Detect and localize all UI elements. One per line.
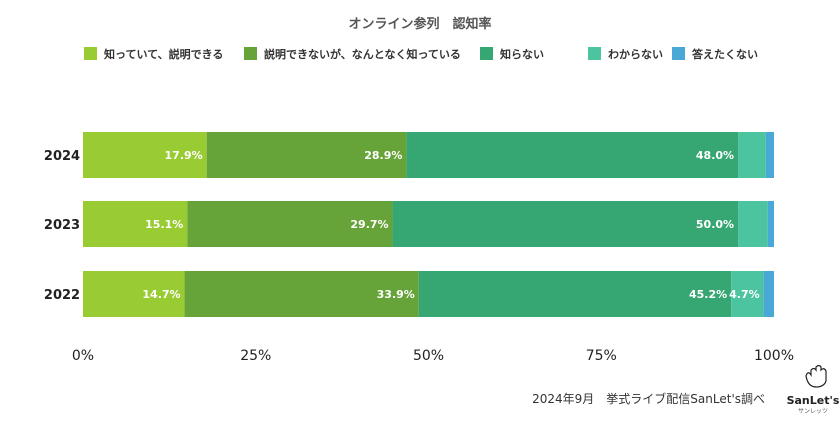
data-label: 28.9% [364,149,402,162]
bar-segment [418,271,732,317]
legend-swatch [244,47,257,60]
bar-segment [765,132,774,178]
data-label: 50.0% [696,218,734,231]
x-axis-ticks: 0% 25% 50% 75% 100% [72,348,794,364]
legend-swatch [672,47,685,60]
year-label: 2023 [44,218,80,233]
year-label: 2024 [44,149,80,164]
data-label: 29.7% [350,218,388,231]
bar-segment [187,201,393,247]
bars: 2024 17.9% 28.9% 48.0% 2023 15.1% 29.7% 50.0% 20… [44,132,774,317]
bar-segment [83,201,188,247]
year-label: 2022 [44,288,80,303]
bar-segment [184,271,419,317]
source-note: 2024年9月 挙式ライブ配信SanLet's調べ [532,391,765,406]
x-tick-label: 100% [754,348,794,364]
bar-segment [731,271,764,317]
data-label: 48.0% [696,149,734,162]
data-label: 14.7% [142,288,180,301]
bar-segment [738,201,768,247]
legend-label: 知らない [499,47,544,61]
bar-segment [406,132,739,178]
logo-subtext: サンレッツ [798,408,828,415]
bar-segment [206,132,407,178]
x-tick-label: 0% [72,348,94,364]
data-label: 17.9% [165,149,203,162]
bar-segment [392,201,739,247]
bar-segment [83,132,207,178]
x-tick-label: 50% [413,348,444,364]
logo: SanLet's サンレッツ [787,364,840,415]
legend-swatch [588,47,601,60]
data-label: 45.2% [689,288,727,301]
x-tick-label: 25% [240,348,271,364]
bar-segment [763,271,774,317]
bar-segment [83,271,185,317]
legend-swatch [84,47,97,60]
legend-label: 知っていて、説明できる [103,47,223,61]
bar-segment [767,201,774,247]
data-label: 15.1% [145,218,183,231]
legend-label: 答えたくない [692,47,758,61]
bar-segment [738,132,766,178]
x-tick-label: 75% [586,348,617,364]
legend-label: 説明できないが、なんとなく知っている [264,47,461,61]
hand-icon [805,364,827,388]
legend: 知っていて、説明できる 説明できないが、なんとなく知っている 知らない わからない 答え… [84,47,758,61]
legend-label: わからない [608,48,663,61]
chart-title: オンライン参列 認知率 [348,16,491,32]
logo-text: SanLet's [787,394,840,407]
data-label: 4.7% [729,288,760,301]
data-label: 33.9% [377,288,415,301]
legend-swatch [480,47,493,60]
